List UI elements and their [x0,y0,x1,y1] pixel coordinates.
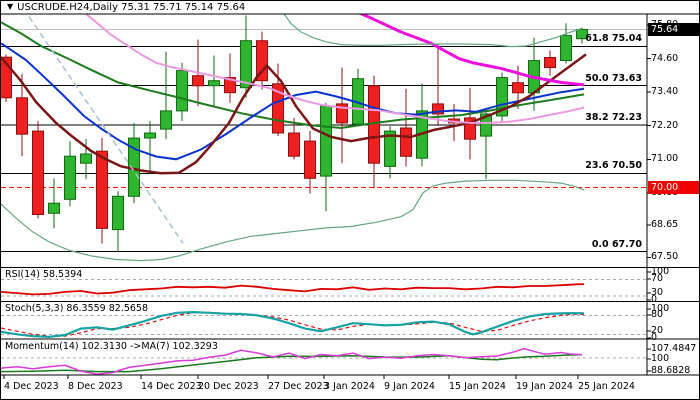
time-axis-label: 19 Jan 2024 [516,381,573,392]
momentum-axis-label: 88.6828 [651,365,691,376]
time-axis-label: 9 Jan 2024 [384,381,435,392]
stoch-label: Stoch(5,3,3) 86.3559 82.5658 [5,303,149,314]
fib-level-label: 50.0 73.63 [585,73,642,84]
fib-level-label: 0.0 67.70 [591,239,642,250]
time-axis-label: 27 Dec 2023 [268,381,329,392]
stoch-panel [1,310,647,339]
rsi-axis-label: 0 [651,294,658,305]
rsi-label: RSI(14) 58.5394 [5,269,83,280]
time-axis-label: 8 Dec 2023 [68,381,123,392]
time-axis-label: 20 Dec 2023 [198,381,259,392]
fib-level-label: 23.6 70.50 [585,160,642,171]
fib-level-label: 61.8 75.04 [585,33,642,44]
chart-title: USCRUDE.H24,Daily 75.31 75.71 75.14 75.6… [17,2,246,13]
price-tick-label: 67.50 [651,251,679,262]
time-axis-label: 15 Jan 2024 [449,381,506,392]
time-axis-label: 3 Jan 2024 [324,381,375,392]
momentum-label: Momentum(14) 102.3130 ->MA(7) 102.3293 [5,341,218,352]
main-price-panel [1,14,647,262]
alert-price-badge: 70.00 [648,181,699,194]
time-axis-label: 4 Dec 2023 [4,381,59,392]
current-price-badge: 75.64 [648,23,699,36]
price-tick-label: 71.00 [651,153,679,164]
stoch-axis-label: 80 [651,309,664,320]
price-tick-label: 74.60 [651,53,679,64]
chart-title-bar: ▼ USCRUDE.H24,Daily 75.31 75.71 75.14 75.… [7,2,245,13]
price-tick-label: 68.65 [651,219,679,230]
momentum-panel [1,347,647,375]
momentum-axis-label: 100 [651,353,670,364]
fib-level-label: 38.2 72.23 [585,112,642,123]
time-axis-label: 25 Jan 2024 [578,381,635,392]
stoch-axis-label: 0 [651,332,658,343]
candles-group [1,15,588,252]
price-tick-label: 72.20 [651,120,679,131]
stoch-axis-label: 20 [651,325,664,336]
rsi-panel [1,278,647,297]
rsi-axis-label: 100 [651,266,670,277]
momentum-axis-label: 107.4847 [651,343,697,354]
rsi-axis-label: 70 [651,273,664,284]
price-tick-label: 73.40 [651,86,679,97]
rsi-axis-label: 30 [651,287,664,298]
stoch-axis-label: 100 [651,303,670,314]
symbol-dropdown-icon[interactable]: ▼ [7,2,14,11]
panel-borders [1,13,699,379]
time-axis-label: 14 Dec 2023 [141,381,202,392]
